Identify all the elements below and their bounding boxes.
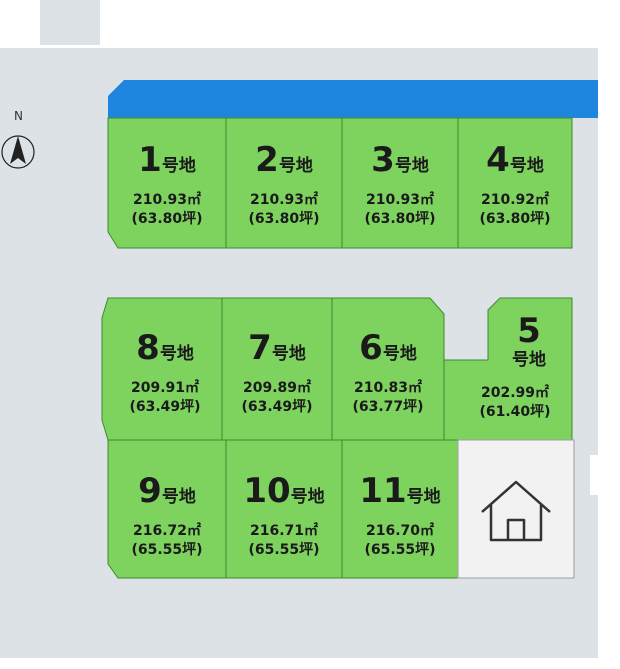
lot-9-shape[interactable] (107, 439, 227, 579)
road-south (0, 590, 598, 658)
lot-8-shape[interactable] (101, 297, 223, 441)
lot-1-shape[interactable] (107, 117, 227, 249)
lot-11-shape[interactable] (341, 439, 459, 579)
waterway (108, 80, 598, 118)
lot-3-shape[interactable] (341, 117, 459, 249)
road-gap (590, 455, 598, 495)
existing-house-lot (457, 439, 575, 579)
road-center (100, 245, 598, 297)
north-arrow-icon (1, 135, 35, 169)
lot-4-shape[interactable] (457, 117, 573, 249)
lot-6-shape[interactable] (331, 297, 445, 441)
compass-label: N (14, 109, 23, 123)
lot-2-shape[interactable] (225, 117, 343, 249)
house-icon (481, 480, 551, 542)
road-west (0, 48, 70, 658)
lot-7-shape[interactable] (221, 297, 333, 441)
lot-10-shape[interactable] (225, 439, 343, 579)
road-north (40, 0, 100, 45)
